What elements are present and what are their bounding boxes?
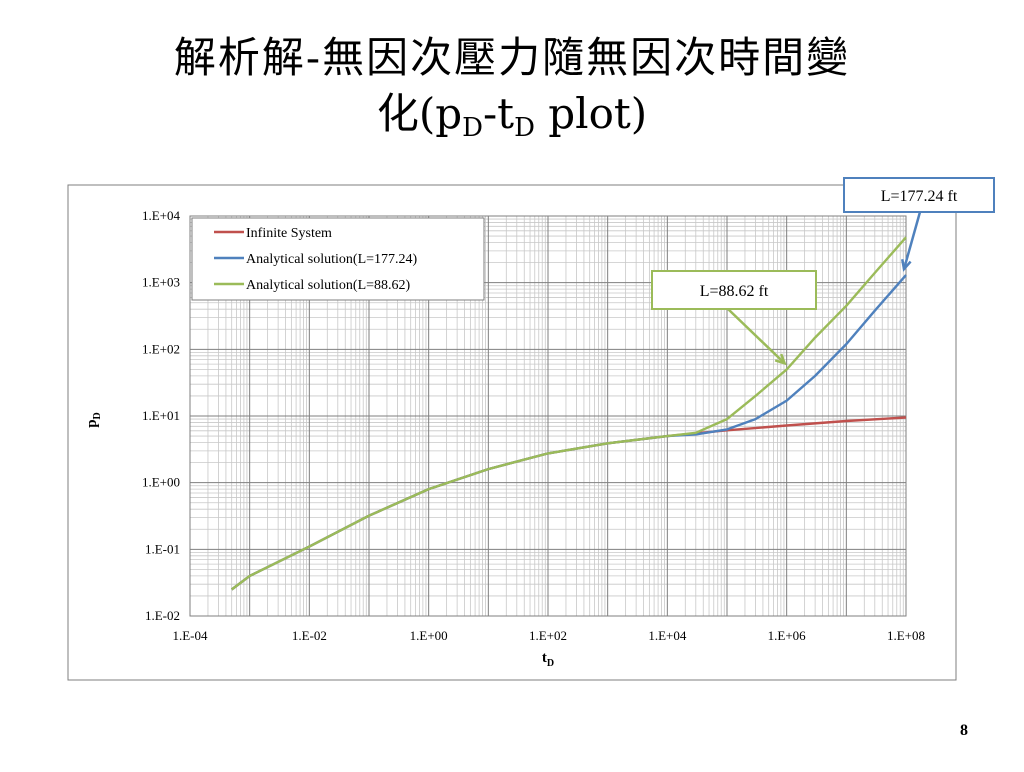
title-prefix: 化(p — [376, 89, 463, 138]
y-tick-label: 1.E+00 — [142, 475, 180, 490]
annotation-arrowhead — [901, 259, 912, 272]
x-tick-label: 1.E+04 — [648, 628, 687, 643]
title-line-2: 化(pD-tD plot) — [0, 86, 1024, 142]
legend-label: Analytical solution(L=88.62) — [246, 278, 411, 293]
y-tick-label: 1.E-02 — [145, 608, 180, 623]
y-tick-label: 1.E+02 — [142, 341, 180, 356]
title-line-1: 解析解-無因次壓力隨無因次時間變 — [173, 33, 851, 82]
title-mid: -t — [482, 89, 515, 138]
title-subscript-1: D — [462, 113, 483, 143]
title-subscript-2: D — [514, 113, 535, 143]
annotation-arrow — [727, 308, 786, 365]
x-tick-label: 1.E-04 — [172, 628, 208, 643]
annotation-arrowhead — [774, 353, 787, 366]
y-tick-label: 1.E+03 — [142, 275, 180, 290]
y-tick-label: 1.E+01 — [142, 408, 180, 423]
x-tick-label: 1.E+08 — [887, 628, 925, 643]
y-tick-label: 1.E-01 — [145, 541, 180, 556]
page-number: 8 — [960, 722, 968, 739]
legend-label: Infinite System — [246, 226, 332, 241]
slide-title: 解析解-無因次壓力隨無因次時間變 化(pD-tD plot) — [0, 30, 1024, 142]
title-suffix: plot) — [534, 89, 648, 138]
y-tick-label: 1.E+04 — [142, 208, 181, 223]
x-tick-label: 1.E+00 — [410, 628, 448, 643]
annotation-box — [651, 270, 817, 310]
annotation-box — [843, 177, 995, 213]
annotation-label: L=177.24 ft — [881, 188, 958, 205]
x-tick-label: 1.E+06 — [768, 628, 807, 643]
series-line-3 — [230, 236, 907, 591]
annotation-label: L=88.62 ft — [700, 283, 769, 300]
x-tick-label: 1.E-02 — [292, 628, 327, 643]
x-tick-label: 1.E+02 — [529, 628, 567, 643]
plot-border — [189, 215, 907, 617]
y-axis-label-subscript: D — [92, 412, 103, 419]
legend-label: Analytical solution(L=177.24) — [246, 252, 418, 267]
x-axis-label-subscript: D — [547, 658, 554, 669]
annotation-arrow — [902, 211, 922, 270]
